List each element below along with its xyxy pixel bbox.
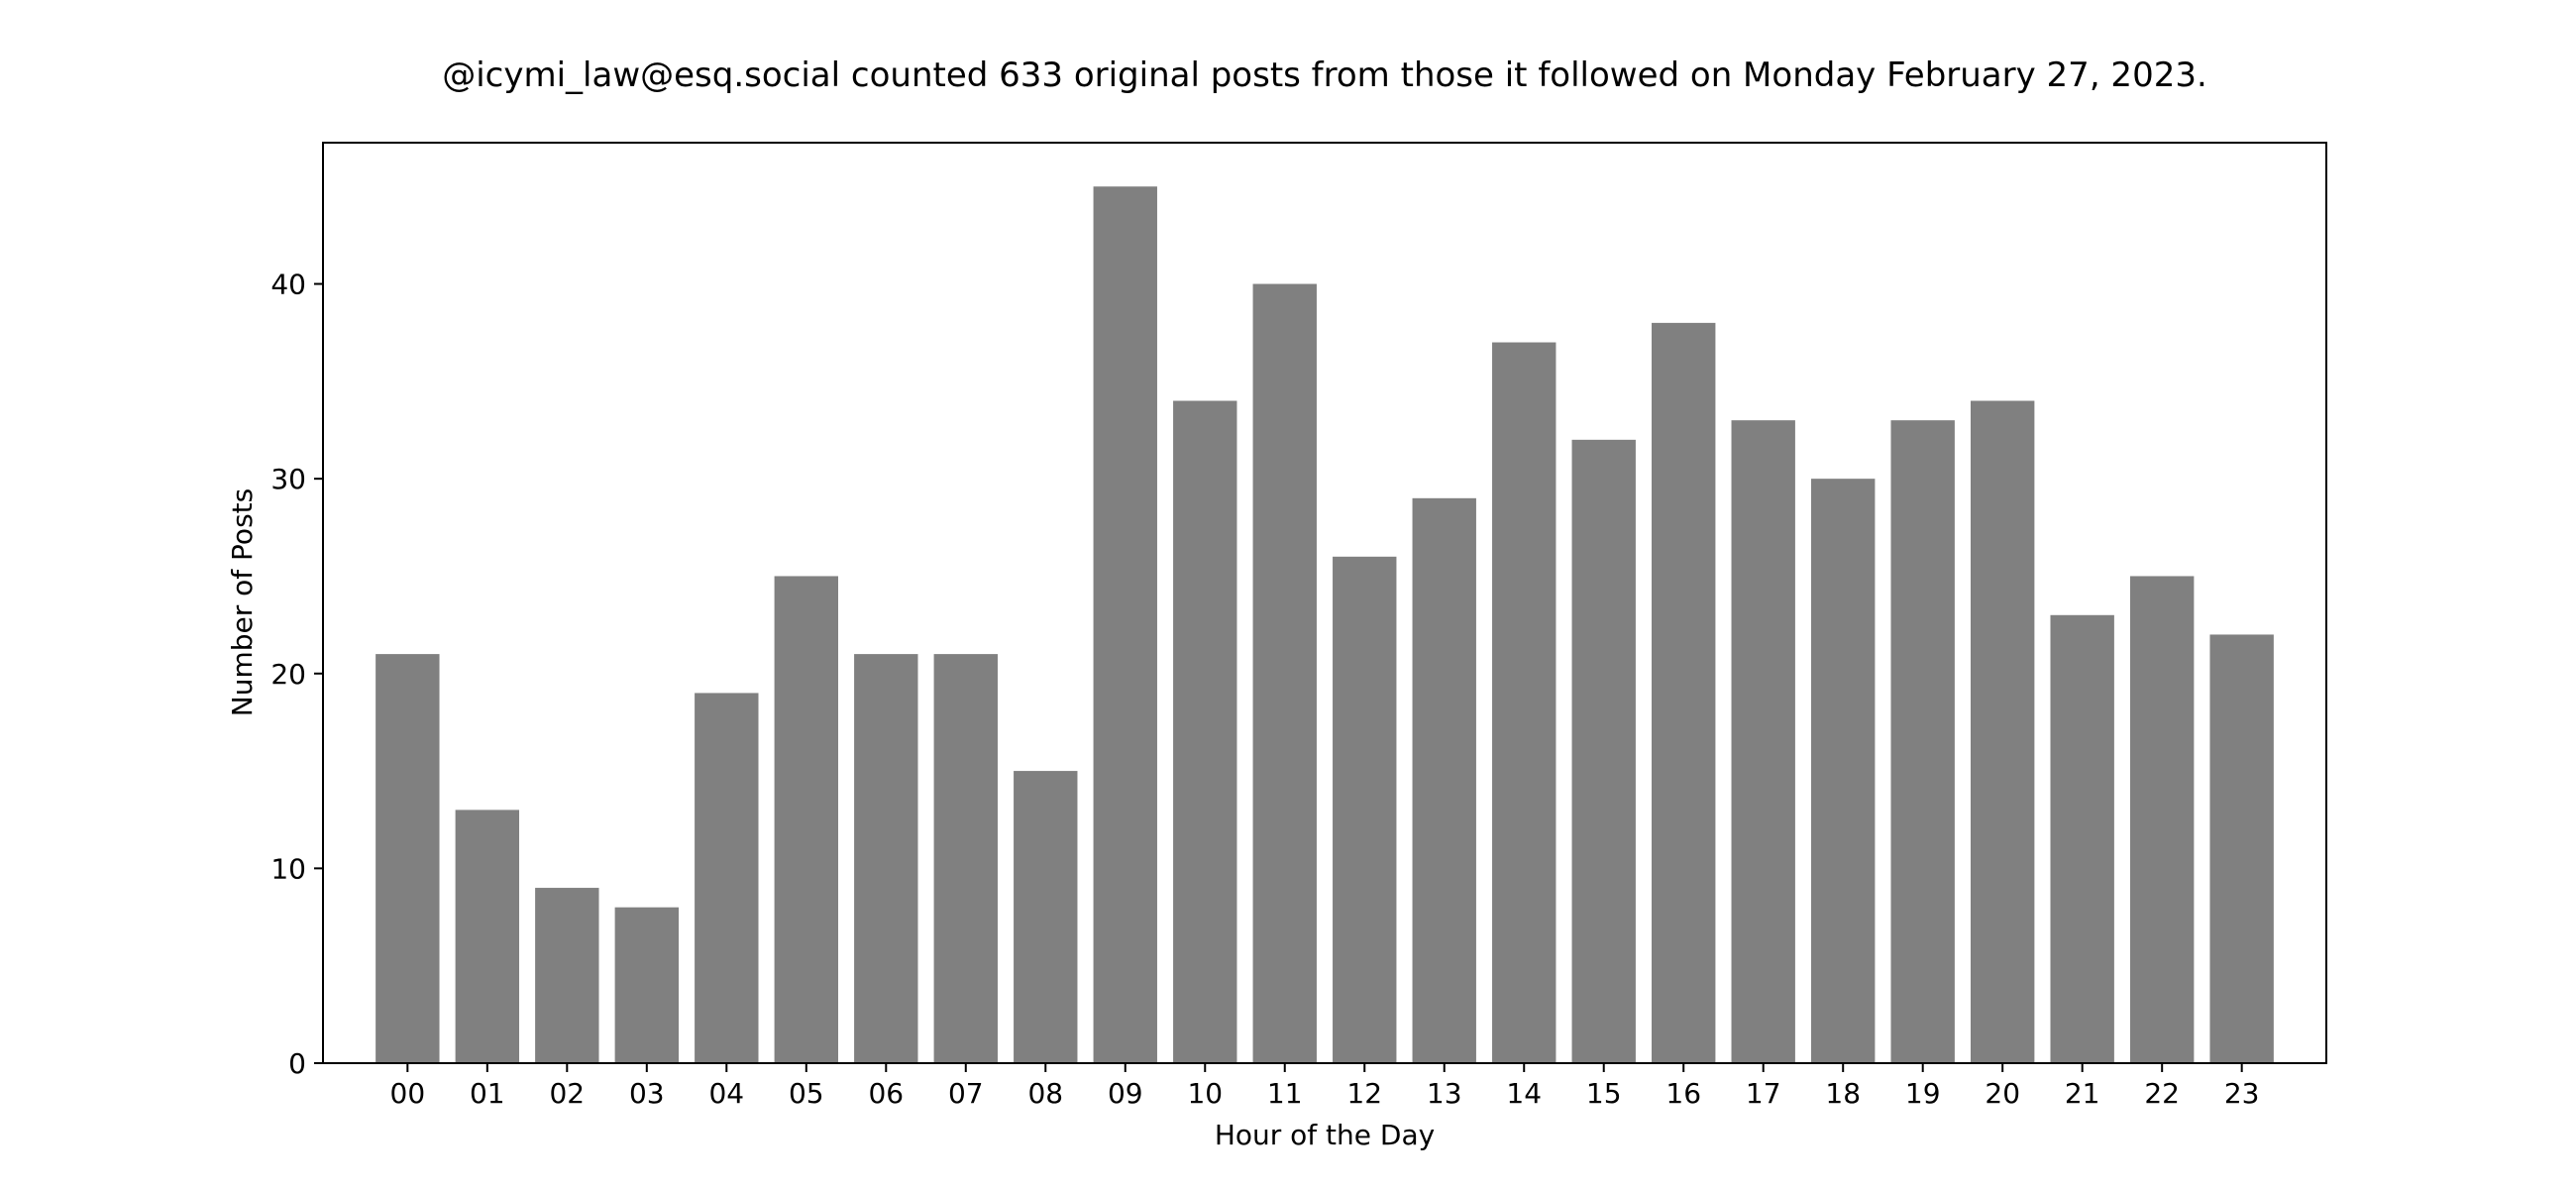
x-axis-label: Hour of the Day bbox=[1215, 1119, 1435, 1151]
bar-19 bbox=[1890, 420, 1955, 1064]
bar-10 bbox=[1173, 400, 1237, 1064]
bar-11 bbox=[1252, 283, 1317, 1063]
chart-title: @icymi_law@esq.social counted 633 origin… bbox=[442, 55, 2207, 95]
x-axis-ticks: 00 01 02 03 04 05 06 07 08 09 10 11 12 13 14 15 16 17 18 19… bbox=[390, 1063, 2260, 1110]
y-axis-label: Number of Posts bbox=[226, 488, 259, 716]
x-tick-label: 01 bbox=[470, 1077, 505, 1110]
plot-frame bbox=[322, 142, 2327, 1064]
bar-12 bbox=[1333, 556, 1397, 1063]
bar-02 bbox=[535, 888, 599, 1063]
x-tick-label: 14 bbox=[1506, 1077, 1542, 1110]
bar-04 bbox=[695, 693, 759, 1063]
x-tick-label: 11 bbox=[1267, 1077, 1303, 1110]
x-tick-label: 03 bbox=[629, 1077, 665, 1110]
bar-01 bbox=[455, 810, 520, 1063]
x-tick-label: 05 bbox=[789, 1077, 824, 1110]
y-tick-label: 10 bbox=[270, 852, 306, 885]
x-tick-label: 19 bbox=[1905, 1077, 1941, 1110]
y-tick-label: 20 bbox=[270, 658, 306, 691]
x-tick-label: 04 bbox=[708, 1077, 744, 1110]
bar-16 bbox=[1652, 322, 1716, 1063]
x-tick-label: 10 bbox=[1187, 1077, 1223, 1110]
y-tick-label: 30 bbox=[270, 463, 306, 495]
bar-13 bbox=[1412, 497, 1476, 1064]
x-tick-label: 08 bbox=[1027, 1077, 1063, 1110]
x-tick-label: 17 bbox=[1746, 1077, 1781, 1110]
bar-06 bbox=[854, 654, 918, 1063]
y-axis-ticks: 0 10 20 30 40 bbox=[270, 269, 323, 1080]
x-tick-label: 18 bbox=[1825, 1077, 1861, 1110]
bar-23 bbox=[2209, 634, 2274, 1063]
x-tick-label: 16 bbox=[1665, 1077, 1701, 1110]
bar-21 bbox=[2050, 614, 2114, 1063]
x-tick-label: 23 bbox=[2224, 1077, 2260, 1110]
x-tick-label: 02 bbox=[549, 1077, 585, 1110]
x-tick-label: 13 bbox=[1427, 1077, 1462, 1110]
bar-22 bbox=[2129, 576, 2195, 1063]
x-tick-label: 22 bbox=[2144, 1077, 2180, 1110]
x-tick-label: 20 bbox=[1985, 1077, 2020, 1110]
y-tick-label: 40 bbox=[270, 269, 306, 301]
x-tick-label: 09 bbox=[1108, 1077, 1143, 1110]
bar-09 bbox=[1093, 186, 1157, 1063]
x-tick-label: 12 bbox=[1346, 1077, 1382, 1110]
bar-17 bbox=[1731, 420, 1795, 1064]
bar-20 bbox=[1970, 400, 2035, 1064]
bar-03 bbox=[614, 907, 680, 1063]
bars-group bbox=[376, 186, 2274, 1064]
y-tick-label: 0 bbox=[288, 1047, 306, 1080]
bar-00 bbox=[376, 654, 440, 1063]
x-tick-label: 06 bbox=[868, 1077, 904, 1110]
bar-15 bbox=[1571, 439, 1636, 1064]
bar-14 bbox=[1492, 342, 1556, 1063]
bar-07 bbox=[933, 654, 998, 1063]
bar-18 bbox=[1811, 479, 1876, 1064]
bar-08 bbox=[1014, 771, 1078, 1063]
x-tick-label: 07 bbox=[948, 1077, 984, 1110]
bar-05 bbox=[774, 576, 838, 1063]
x-tick-label: 00 bbox=[390, 1077, 426, 1110]
x-tick-label: 15 bbox=[1586, 1077, 1622, 1110]
x-tick-label: 21 bbox=[2065, 1077, 2100, 1110]
